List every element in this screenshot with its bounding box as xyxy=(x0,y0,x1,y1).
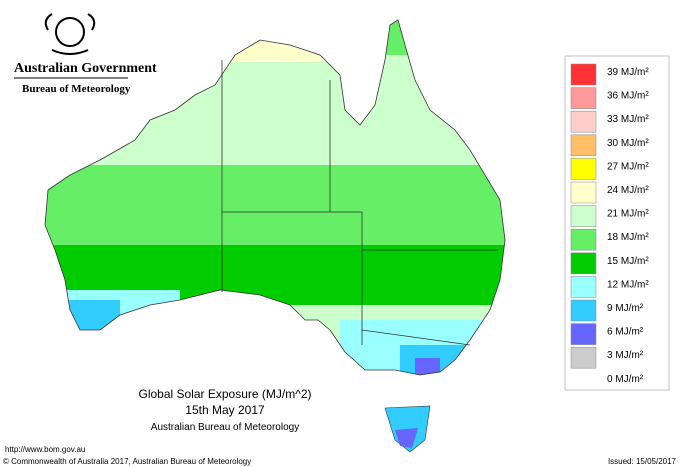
legend-label: 39 MJ/m² xyxy=(607,67,649,78)
legend-label: 0 MJ/m² xyxy=(607,374,644,385)
legend-label: 30 MJ/m² xyxy=(607,138,649,149)
legend-label: 24 MJ/m² xyxy=(607,185,649,196)
legend-label: 36 MJ/m² xyxy=(607,91,649,102)
map xyxy=(45,20,505,375)
legend-swatch xyxy=(570,110,597,133)
legend-swatch xyxy=(570,134,597,157)
legend-label: 27 MJ/m² xyxy=(607,161,649,172)
legend-label: 6 MJ/m² xyxy=(607,327,644,338)
emblem xyxy=(44,13,96,55)
legend-swatch xyxy=(570,158,597,180)
legend-swatch xyxy=(570,323,597,345)
issued: Issued: 15/05/2017 xyxy=(608,457,677,466)
copyright: © Commonwealth of Australia 2017, Austra… xyxy=(3,457,251,466)
legend-label: 21 MJ/m² xyxy=(607,209,649,220)
legend-label: 33 MJ/m² xyxy=(607,114,649,125)
map-title: Global Solar Exposure (MJ/m^2) xyxy=(138,387,311,401)
legend-swatch xyxy=(570,87,597,109)
legend-swatch xyxy=(570,228,597,251)
legend-label: 12 MJ/m² xyxy=(607,279,649,290)
legend-swatch xyxy=(570,205,597,227)
map-date: 15th May 2017 xyxy=(185,403,265,417)
legend-label: 3 MJ/m² xyxy=(607,350,644,361)
agency: Bureau of Meteorology xyxy=(22,83,131,95)
legend-swatch xyxy=(570,63,597,86)
map-source: Australian Bureau of Meteorology xyxy=(151,422,299,433)
url: http://www.bom.gov.au xyxy=(5,445,85,454)
legend-swatch xyxy=(570,346,597,369)
legend-swatch xyxy=(570,276,597,298)
government: Australian Government xyxy=(14,61,157,76)
legend-swatch xyxy=(570,299,597,322)
legend-label: 9 MJ/m² xyxy=(607,303,644,314)
legend-swatch xyxy=(570,252,597,275)
legend-label: 18 MJ/m² xyxy=(607,232,649,243)
legend-label: 15 MJ/m² xyxy=(607,256,649,267)
state-borders xyxy=(44,19,506,376)
legend-frame xyxy=(564,55,670,391)
legend: 39 MJ/m² 36 MJ/m² 33 MJ/m² 30 MJ/m² 27 MJ/m²… xyxy=(564,55,670,391)
legend-swatch xyxy=(570,181,597,204)
